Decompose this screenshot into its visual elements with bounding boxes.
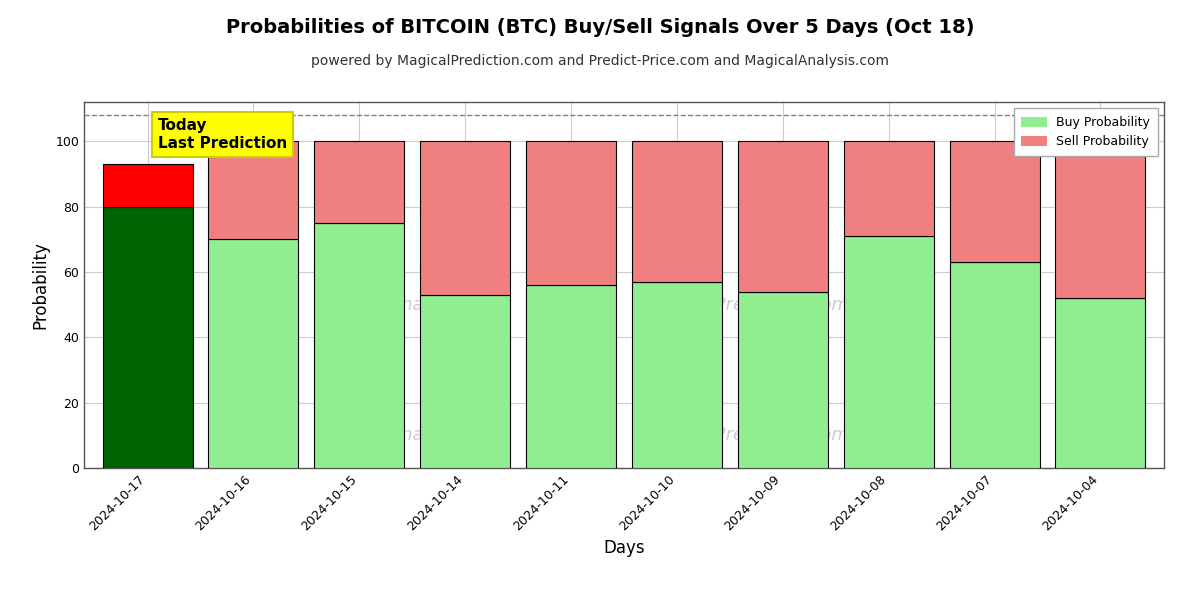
X-axis label: Days: Days <box>604 539 644 557</box>
Bar <box>102 164 192 206</box>
Bar <box>209 239 299 468</box>
Bar <box>1056 141 1146 298</box>
Text: Probabilities of BITCOIN (BTC) Buy/Sell Signals Over 5 Days (Oct 18): Probabilities of BITCOIN (BTC) Buy/Sell … <box>226 18 974 37</box>
Bar <box>632 141 722 282</box>
Bar <box>1056 298 1146 468</box>
Bar <box>420 141 510 295</box>
Bar <box>102 206 192 468</box>
Y-axis label: Probability: Probability <box>31 241 49 329</box>
Bar <box>526 285 616 468</box>
Bar <box>738 292 828 468</box>
Bar <box>314 223 404 468</box>
Text: powered by MagicalPrediction.com and Predict-Price.com and MagicalAnalysis.com: powered by MagicalPrediction.com and Pre… <box>311 54 889 68</box>
Bar <box>844 141 934 236</box>
Text: MagicalAnalysis.com: MagicalAnalysis.com <box>320 427 508 445</box>
Text: MagicalPrediction.com: MagicalPrediction.com <box>647 296 850 314</box>
Text: Today
Last Prediction: Today Last Prediction <box>158 118 287 151</box>
Bar <box>526 141 616 285</box>
Text: MagicalPrediction.com: MagicalPrediction.com <box>647 427 850 445</box>
Bar <box>949 141 1039 262</box>
Bar <box>420 295 510 468</box>
Bar <box>314 141 404 223</box>
Bar <box>738 141 828 292</box>
Bar <box>949 262 1039 468</box>
Text: MagicalAnalysis.com: MagicalAnalysis.com <box>320 296 508 314</box>
Bar <box>632 282 722 468</box>
Legend: Buy Probability, Sell Probability: Buy Probability, Sell Probability <box>1014 108 1158 155</box>
Bar <box>209 141 299 239</box>
Bar <box>844 236 934 468</box>
